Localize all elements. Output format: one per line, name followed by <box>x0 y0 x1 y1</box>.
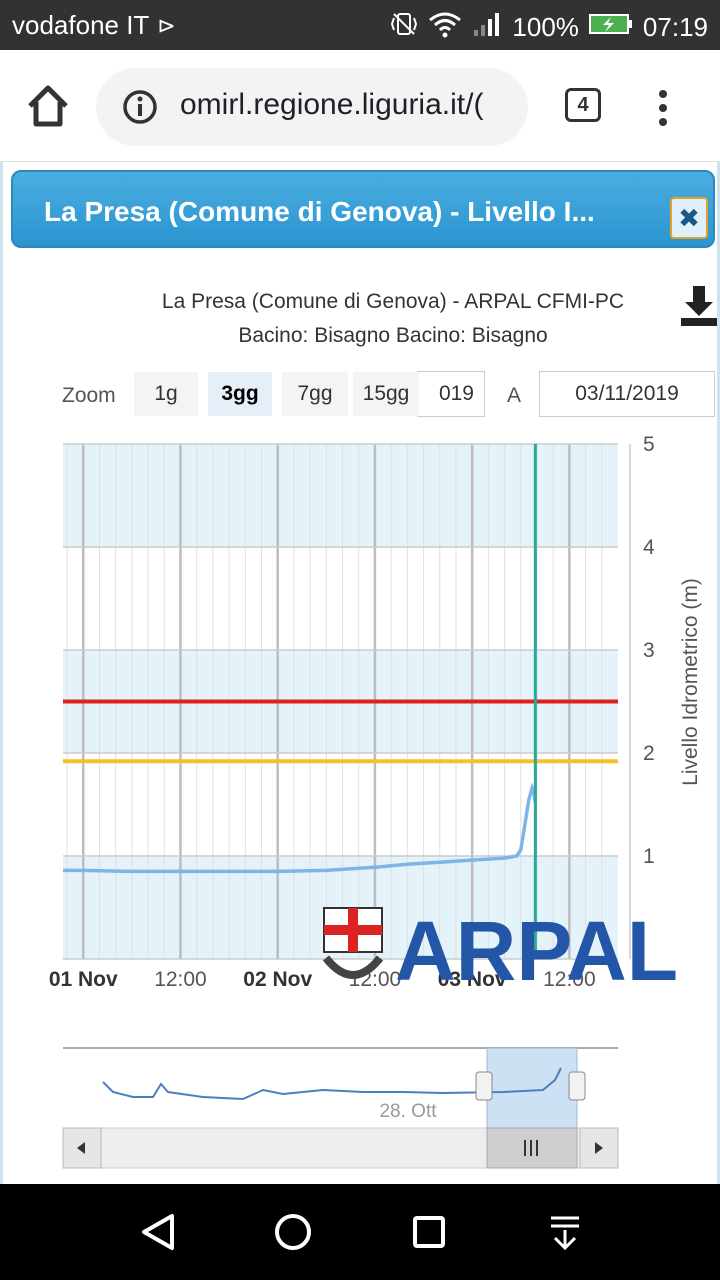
home-button[interactable] <box>22 80 74 132</box>
zoom-1g-button[interactable]: 1g <box>134 372 198 416</box>
play-store-notification-icon: ⊳ <box>157 12 176 38</box>
y-tick-label: 1 <box>643 845 655 868</box>
navigator-date-label: 28. Ott <box>379 1101 437 1122</box>
tab-switcher-button[interactable]: 4 <box>565 88 601 122</box>
battery-percent: 100% <box>512 12 579 42</box>
browser-toolbar: omirl.regione.liguria.it/( 4 <box>0 50 720 162</box>
zoom-3gg-button[interactable]: 3gg <box>208 372 272 416</box>
y-tick-label: 5 <box>643 433 655 456</box>
y-tick-label: 4 <box>643 536 655 559</box>
x-tick-label: 01 Nov <box>49 968 118 991</box>
chart-band <box>63 444 618 547</box>
chart-title: La Presa (Comune di Genova) - ARPAL CFMI… <box>161 290 625 313</box>
arrow-left-icon <box>77 1142 85 1154</box>
notifications-button[interactable] <box>543 1210 587 1254</box>
menu-dot-icon <box>659 118 667 126</box>
home-circle-icon <box>275 1214 311 1250</box>
back-button[interactable] <box>136 1210 180 1254</box>
menu-dot-icon <box>659 90 667 98</box>
dialog-header: La Presa (Comune di Genova) - Livello I.… <box>11 170 715 248</box>
zoom-label: Zoom <box>62 384 116 407</box>
recents-square-icon <box>413 1216 445 1248</box>
wifi-icon <box>428 10 462 45</box>
date-to-input[interactable]: 03/11/2019 <box>539 371 715 417</box>
url-text[interactable]: omirl.regione.liguria.it/( <box>180 88 484 121</box>
carrier-label: vodafone IT <box>12 10 150 40</box>
y-axis-title: Livello Idrometrico (m) <box>679 578 702 786</box>
navigator-line <box>102 1067 562 1101</box>
page-content: La Presa (Comune di Genova) - Livello I.… <box>0 162 720 1184</box>
navigator[interactable]: 28. Ott <box>3 1042 720 1172</box>
y-tick-label: 3 <box>643 639 655 662</box>
zoom-15gg-button[interactable]: 15gg <box>353 372 419 416</box>
arrow-right-icon <box>595 1142 603 1154</box>
navigator-left-handle[interactable] <box>475 1071 493 1101</box>
grip-icon <box>524 1140 538 1156</box>
status-bar: vodafone IT ⊳ 100% 07:19 <box>0 0 720 50</box>
series-line <box>63 782 538 874</box>
x-tick-label: 12:00 <box>154 968 207 991</box>
arpal-watermark-text: ARPAL <box>395 904 678 998</box>
download-button[interactable] <box>679 284 719 328</box>
date-from-input[interactable]: 019 <box>417 371 485 417</box>
date-to-label: A <box>507 384 522 407</box>
info-icon[interactable] <box>122 89 158 125</box>
zoom-toolbar: Zoom 1g 3gg 7gg 019 15gg A 03/11/2019 <box>61 371 720 418</box>
overflow-menu-button[interactable] <box>648 86 678 130</box>
back-triangle-icon <box>142 1214 174 1250</box>
scroll-right-button[interactable] <box>579 1127 619 1169</box>
liguria-crest-icon <box>322 907 384 979</box>
home-nav-button[interactable] <box>271 1210 315 1254</box>
x-tick-label: 03 Nov <box>438 968 507 991</box>
battery-charging-icon <box>588 12 633 43</box>
pull-down-icon <box>551 1216 579 1251</box>
dialog-title: La Presa (Comune di Genova) - Livello I.… <box>44 196 595 227</box>
zoom-7gg-button[interactable]: 7gg <box>282 372 348 416</box>
navigator-right-handle[interactable] <box>568 1071 586 1101</box>
address-bar[interactable]: omirl.regione.liguria.it/( <box>96 68 528 146</box>
chart-dialog: La Presa (Comune di Genova) - Livello I.… <box>0 162 720 1184</box>
clock: 07:19 <box>642 12 708 42</box>
system-navigation-bar <box>0 1184 720 1280</box>
vibrate-icon <box>390 10 418 45</box>
signal-icon <box>472 10 502 45</box>
y-tick-label: 2 <box>643 742 655 765</box>
arpal-logo: ARPAL <box>322 904 678 998</box>
download-icon <box>681 286 717 326</box>
chart-subtitle: Bacino: Bisagno Bacino: Bisagno <box>238 324 548 347</box>
menu-dot-icon <box>659 104 667 112</box>
x-tick-label: 02 Nov <box>243 968 312 991</box>
home-icon <box>28 85 68 127</box>
x-tick-label: 12:00 <box>543 968 596 991</box>
close-button[interactable]: ✖ <box>670 197 708 239</box>
recents-button[interactable] <box>407 1210 451 1254</box>
